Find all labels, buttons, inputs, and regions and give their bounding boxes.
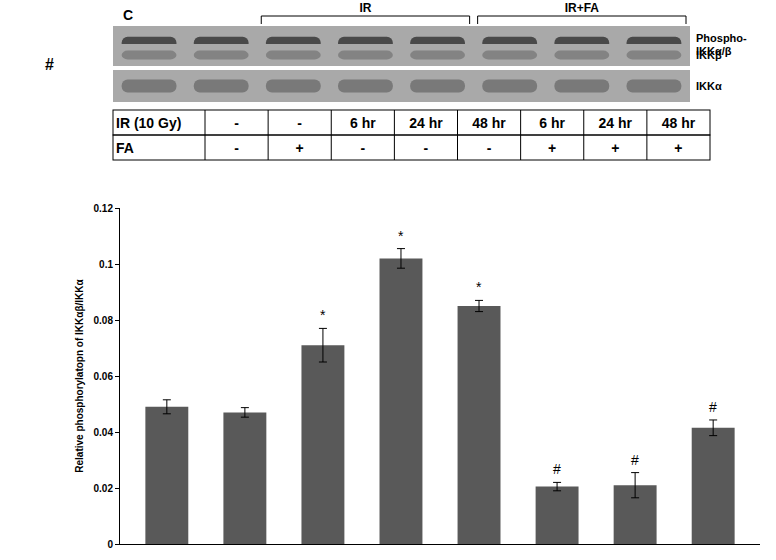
svg-text:-: - [234,115,239,131]
svg-text:48 hr: 48 hr [662,115,696,131]
svg-text:6 hr: 6 hr [539,115,565,131]
svg-text:6 hr: 6 hr [350,115,376,131]
svg-text:*: * [476,279,482,295]
svg-text:0.08: 0.08 [94,315,114,326]
svg-text:0.06: 0.06 [94,371,114,382]
svg-text:*: * [398,228,404,244]
svg-text:Phospho-: Phospho- [696,32,747,44]
svg-text:C: C [123,7,133,23]
svg-text:*: * [320,307,326,323]
svg-text:0.12: 0.12 [94,203,114,214]
svg-text:-: - [424,140,429,156]
svg-text:0: 0 [107,539,113,550]
svg-text:IKKβ: IKKβ [696,49,722,61]
svg-text:IKKα: IKKα [696,80,722,92]
svg-text:-: - [234,140,239,156]
svg-text:-: - [360,140,365,156]
svg-text:-: - [487,140,492,156]
svg-text:+: + [296,140,304,156]
svg-text:#: # [45,56,54,73]
svg-text:0.02: 0.02 [94,483,114,494]
svg-text:#: # [631,452,639,468]
svg-text:0.04: 0.04 [94,427,114,438]
svg-text:+: + [611,140,619,156]
svg-text:FA: FA [116,140,134,156]
svg-text:IR (10 Gy): IR (10 Gy) [116,115,181,131]
svg-text:0.1: 0.1 [99,259,113,270]
svg-text:IR: IR [359,1,371,15]
svg-text:IR+FA: IR+FA [565,1,600,15]
svg-text:48 hr: 48 hr [472,115,506,131]
svg-text:+: + [674,140,682,156]
svg-text:24 hr: 24 hr [409,115,443,131]
svg-text:24 hr: 24 hr [599,115,633,131]
svg-text:-: - [297,115,302,131]
svg-text:Relative phosphorylatopn of IK: Relative phosphorylatopn of IKKαβ/IKKα [74,278,85,472]
svg-text:+: + [548,140,556,156]
svg-text:#: # [709,399,717,415]
svg-text:#: # [553,461,561,477]
